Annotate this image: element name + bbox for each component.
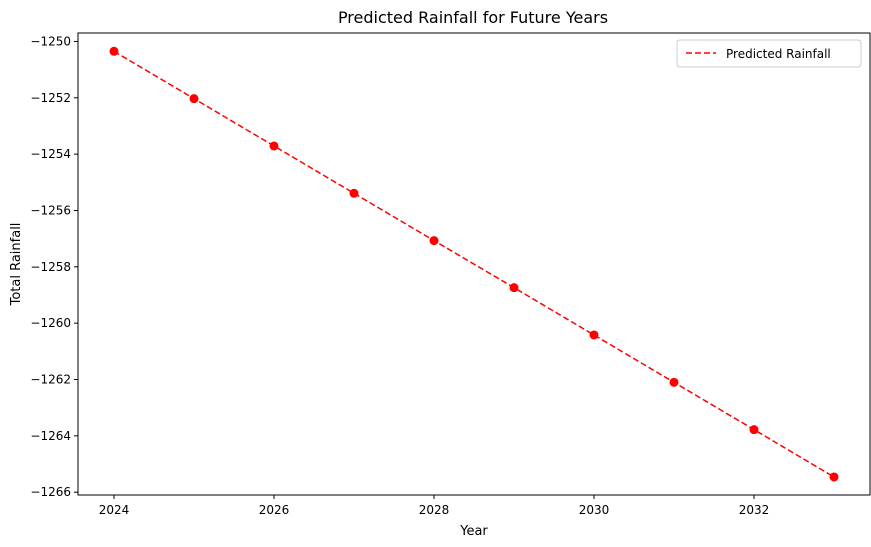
- x-tick-label: 2024: [99, 503, 130, 517]
- y-tick-label: −1262: [30, 373, 71, 387]
- y-tick-label: −1252: [30, 91, 71, 105]
- x-axis: 2024 2026 2028 2030 2032: [99, 495, 770, 517]
- y-axis: −1266 −1264 −1262 −1260 −1258 −1256 −1254 −1252…: [30, 34, 78, 499]
- legend: Predicted Rainfall: [676, 39, 862, 68]
- y-tick-label: −1256: [30, 203, 71, 217]
- y-tick-label: −1266: [30, 485, 71, 499]
- series-layer: [109, 46, 839, 482]
- data-point: [189, 94, 199, 104]
- y-tick-label: −1260: [30, 316, 71, 330]
- x-tick-label: 2030: [579, 503, 610, 517]
- data-point: [429, 236, 439, 246]
- data-point: [509, 283, 519, 293]
- data-point: [109, 46, 119, 56]
- legend-box: [676, 39, 862, 68]
- data-point: [749, 425, 759, 435]
- series-line: [113, 50, 835, 478]
- data-point: [589, 330, 599, 340]
- y-axis-label: Total Rainfall: [9, 223, 24, 307]
- x-tick-label: 2028: [419, 503, 450, 517]
- y-tick-label: −1254: [30, 147, 71, 161]
- data-point: [829, 472, 839, 482]
- legend-label: Predicted Rainfall: [726, 47, 831, 61]
- x-tick-label: 2026: [259, 503, 290, 517]
- chart-title: Predicted Rainfall for Future Years: [338, 8, 608, 27]
- data-point: [269, 141, 279, 151]
- y-tick-label: −1258: [30, 260, 71, 274]
- x-axis-label: Year: [459, 524, 488, 539]
- x-tick-label: 2032: [739, 503, 770, 517]
- plot-area: [77, 32, 871, 496]
- data-point: [669, 377, 679, 387]
- y-tick-label: −1250: [30, 34, 71, 48]
- y-tick-label: −1264: [30, 429, 71, 443]
- data-point: [349, 188, 359, 198]
